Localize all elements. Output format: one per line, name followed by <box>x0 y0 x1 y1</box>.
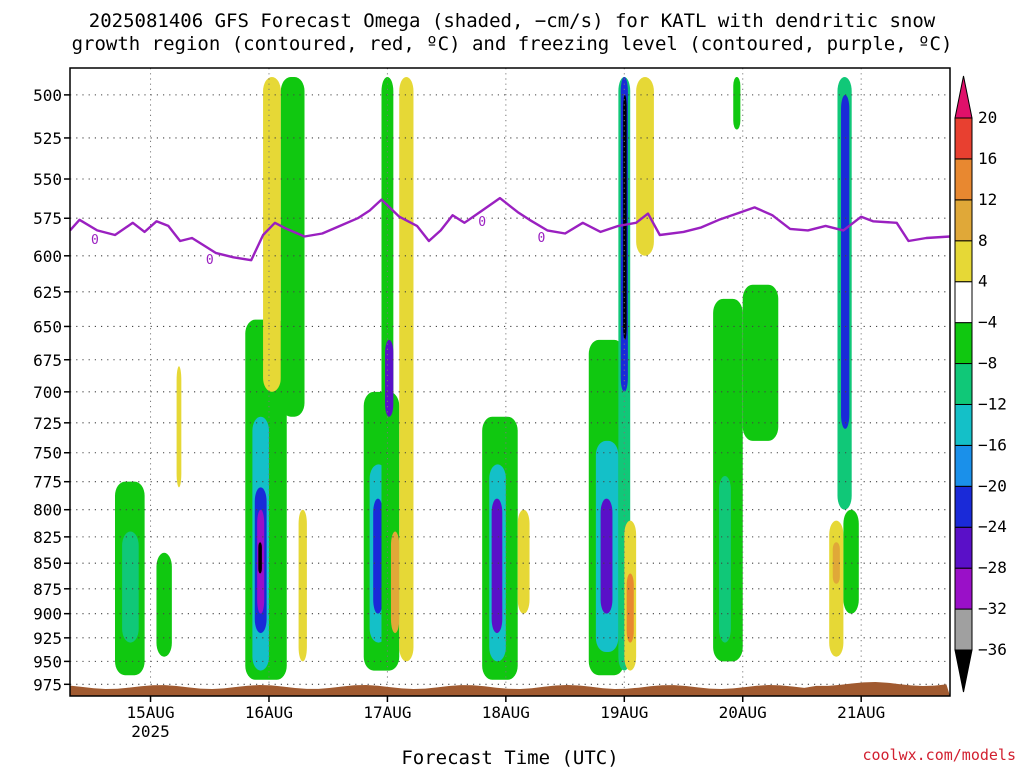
omega-shade-cell <box>280 77 305 417</box>
omega-shade-cell <box>517 509 530 614</box>
omega-shade-cell <box>122 531 139 643</box>
omega-shade-cell <box>600 498 613 614</box>
freezing-level-contour-label: 0 <box>91 233 99 248</box>
omega-shade-cell <box>843 509 859 614</box>
omega-shade-cell <box>399 77 414 662</box>
x-tick-label: 15AUG <box>126 703 174 722</box>
omega-shade-cell <box>733 77 741 130</box>
omega-shade-cell <box>626 573 634 643</box>
colorbar-tick-label: −8 <box>978 354 997 373</box>
colorbar-under-triangle <box>954 649 973 693</box>
y-tick-label: 500 <box>33 86 62 105</box>
colorbar-tick-label: −36 <box>978 640 1007 659</box>
x-tick-label: 16AUG <box>245 703 293 722</box>
omega-shade-cell <box>258 542 262 574</box>
x-tick-label: 17AUG <box>363 703 411 722</box>
colorbar-tick-label: 12 <box>978 190 997 209</box>
colorbar-segment <box>954 444 973 487</box>
omega-shade-cell <box>832 542 840 584</box>
y-tick-label: 650 <box>33 317 62 336</box>
omega-shade-cell <box>719 475 731 643</box>
colorbar-tick-label: −24 <box>978 517 1007 536</box>
colorbar-segment <box>954 199 973 242</box>
colorbar-segment <box>954 158 973 201</box>
colorbar-tick-label: 20 <box>978 108 997 127</box>
x-year-label: 2025 <box>131 722 170 741</box>
colorbar-tick-label: −4 <box>978 313 997 332</box>
chart-title-line2: growth region (contoured, red, ºC) and f… <box>71 33 953 55</box>
colorbar: 20 16 12 8 4 −4 −8 −12 −16 −20 −24 −28 −32 −36 <box>954 75 1007 693</box>
colorbar-segment <box>954 363 973 405</box>
colorbar-segment <box>954 608 973 651</box>
y-tick-label: 575 <box>33 209 62 228</box>
colorbar-tick-label: −12 <box>978 394 1007 413</box>
axes: 500 525 550 575 600 625 650 675 700 725 750 775 800 8… <box>33 86 885 741</box>
x-tick-label: 19AUG <box>600 703 648 722</box>
y-tick-label: 800 <box>33 501 62 520</box>
colorbar-tick-label: 8 <box>978 231 988 250</box>
y-tick-label: 725 <box>33 414 62 433</box>
colorbar-segment <box>954 403 973 446</box>
credit-text: coolwx.com/models <box>862 746 1016 764</box>
omega-shade-cell <box>373 498 383 614</box>
x-tick-label: 20AUG <box>719 703 767 722</box>
colorbar-over-triangle <box>954 75 973 119</box>
omega-shade-cell <box>841 94 850 429</box>
colorbar-tick-label: −16 <box>978 435 1007 454</box>
colorbar-segment <box>954 322 973 365</box>
colorbar-segment <box>954 240 973 283</box>
chart-title-line1: 2025081406 GFS Forecast Omega (shaded, −… <box>88 10 936 32</box>
y-tick-label: 675 <box>33 351 62 370</box>
y-tick-label: 975 <box>33 675 62 694</box>
colorbar-segment <box>954 117 973 160</box>
y-tick-label: 625 <box>33 283 62 302</box>
y-tick-label: 525 <box>33 129 62 148</box>
y-tick-label: 750 <box>33 444 62 463</box>
y-tick-label: 875 <box>33 580 62 599</box>
x-axis-label: Forecast Time (UTC) <box>401 747 618 768</box>
omega-shade-cell <box>298 509 307 662</box>
y-tick-label: 925 <box>33 629 62 648</box>
colorbar-tick-label: 16 <box>978 149 997 168</box>
freezing-level-contour-label: 0 <box>478 215 486 230</box>
omega-shade-cell <box>742 284 779 441</box>
plot-frame <box>69 67 951 697</box>
omega-shade-cell <box>829 520 844 657</box>
colorbar-tick-label: −32 <box>978 599 1007 618</box>
y-tick-label: 550 <box>33 170 62 189</box>
freezing-level-contour-label: 0 <box>537 231 545 246</box>
x-tick-label: 21AUG <box>837 703 885 722</box>
colorbar-tick-label: −28 <box>978 558 1007 577</box>
y-tick-label: 600 <box>33 247 62 266</box>
y-tick-label: 825 <box>33 528 62 547</box>
plot-area: 0 0 0 0 <box>70 68 950 696</box>
colorbar-segment <box>954 485 973 528</box>
omega-shade-cell <box>156 552 172 657</box>
freezing-level-line <box>70 196 950 262</box>
colorbar-tick-label: −20 <box>978 476 1007 495</box>
x-tick-label: 18AUG <box>482 703 530 722</box>
freezing-level-contour-label: 0 <box>206 253 214 268</box>
y-tick-label: 775 <box>33 473 62 492</box>
omega-shade-cell <box>623 94 627 340</box>
y-tick-label: 950 <box>33 652 62 671</box>
terrain-surface <box>70 682 950 696</box>
omega-shade-cell <box>176 366 182 488</box>
y-tick-label: 900 <box>33 605 62 624</box>
omega-shade-cell <box>390 531 400 634</box>
omega-shade-cell <box>636 77 654 256</box>
colorbar-segment <box>954 526 973 569</box>
omega-shade-cell <box>491 498 503 634</box>
omega-shade-cell <box>263 77 281 392</box>
colorbar-tick-label: 4 <box>978 272 988 291</box>
y-tick-label: 700 <box>33 383 62 402</box>
y-tick-label: 850 <box>33 554 62 573</box>
omega-shade-cell <box>385 339 394 417</box>
colorbar-segment <box>954 281 973 324</box>
colorbar-segment <box>954 567 973 610</box>
